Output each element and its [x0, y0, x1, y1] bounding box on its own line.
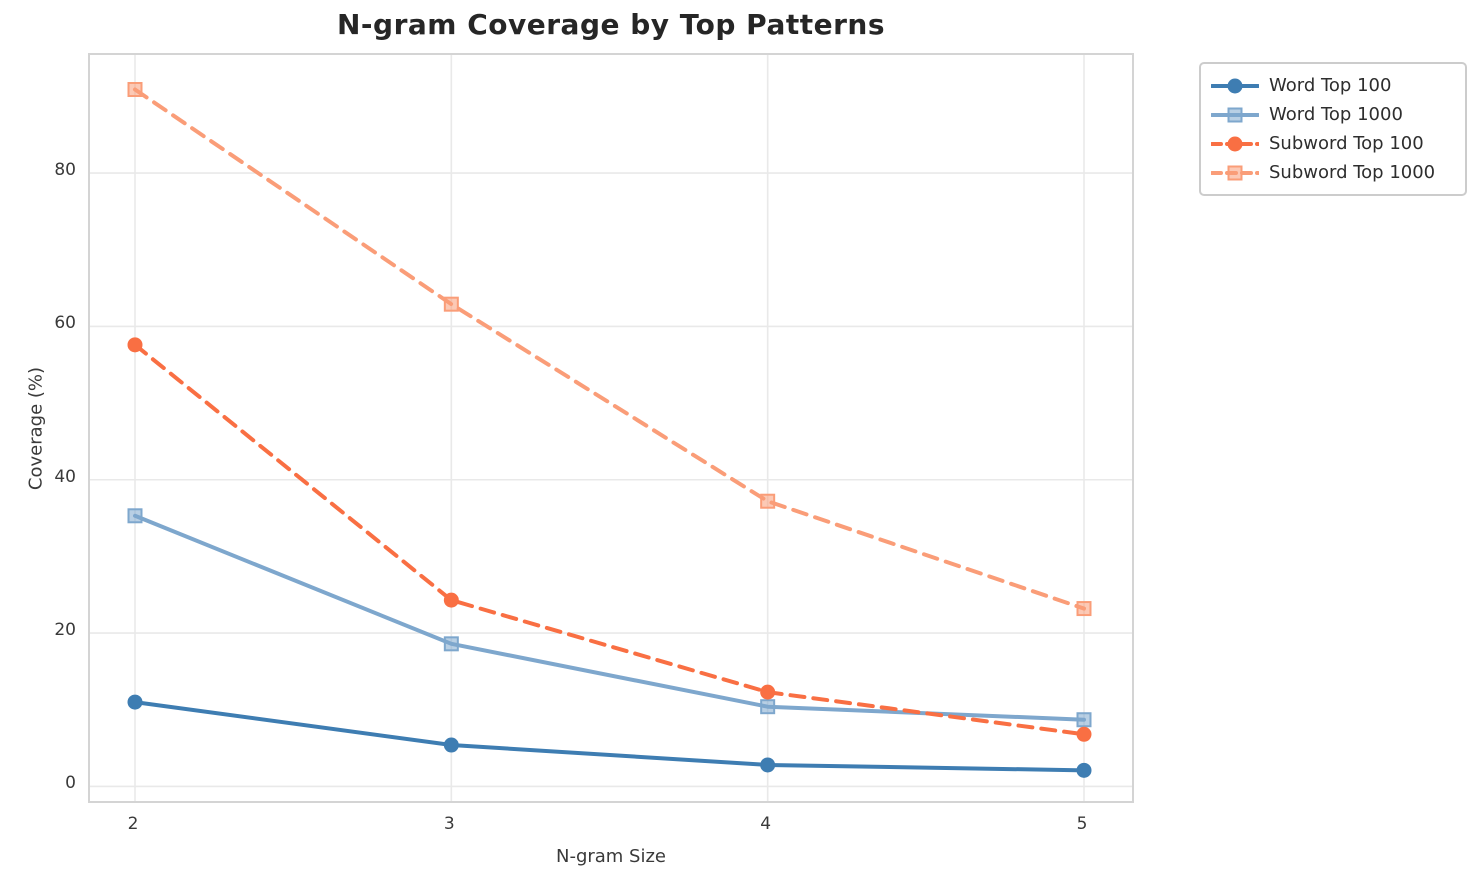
data-point-marker [760, 699, 776, 715]
legend-label: Subword Top 100 [1269, 133, 1424, 154]
series-line-word-top-1000 [133, 513, 1086, 722]
x-tick-label: 2 [127, 814, 139, 834]
data-point-marker [127, 508, 143, 524]
legend-marker [1211, 136, 1259, 151]
legend-item: Subword Top 100 [1211, 129, 1453, 158]
data-point-marker [1076, 762, 1092, 778]
legend: Word Top 100 Word Top 1000 Subword Top 100… [1199, 62, 1467, 196]
legend-marker [1211, 165, 1259, 180]
series-line-subword-top-100 [133, 342, 1086, 737]
legend-item: Word Top 100 [1211, 71, 1453, 100]
series-line-word-top-100 [133, 700, 1086, 773]
legend-marker [1211, 107, 1259, 122]
legend-label: Word Top 1000 [1269, 104, 1403, 125]
plot-area [88, 53, 1134, 803]
data-point-marker [760, 684, 776, 700]
legend-label: Subword Top 1000 [1269, 162, 1436, 183]
legend-item: Word Top 1000 [1211, 100, 1453, 129]
x-tick-label: 4 [760, 814, 772, 834]
data-point-marker [1076, 601, 1092, 617]
data-point-marker [1076, 726, 1092, 742]
y-tick-label: 60 [54, 313, 76, 334]
data-point-marker [127, 337, 143, 353]
legend-item: Subword Top 1000 [1211, 158, 1453, 187]
data-point-marker [127, 82, 143, 98]
chart-canvas [90, 55, 1132, 801]
y-tick-label: 20 [54, 620, 76, 641]
y-tick-label: 0 [65, 773, 76, 794]
data-point-marker [1076, 712, 1092, 728]
chart-title: N-gram Coverage by Top Patterns [336, 8, 886, 41]
data-point-marker [760, 493, 776, 509]
y-tick-label: 40 [54, 466, 76, 487]
y-axis-label: Coverage (%) [25, 366, 47, 491]
legend-marker [1211, 78, 1259, 93]
series-line-subword-top-1000 [133, 87, 1086, 611]
y-tick-label: 80 [54, 160, 76, 181]
x-axis-label: N-gram Size [555, 846, 667, 867]
data-point-marker [443, 636, 459, 652]
data-point-marker [443, 737, 459, 753]
data-point-marker [443, 592, 459, 608]
x-tick-label: 5 [1076, 814, 1088, 834]
legend-label: Word Top 100 [1269, 75, 1392, 96]
x-tick-label: 3 [443, 814, 455, 834]
data-point-marker [127, 694, 143, 710]
data-point-marker [443, 296, 459, 312]
data-point-marker [760, 757, 776, 773]
